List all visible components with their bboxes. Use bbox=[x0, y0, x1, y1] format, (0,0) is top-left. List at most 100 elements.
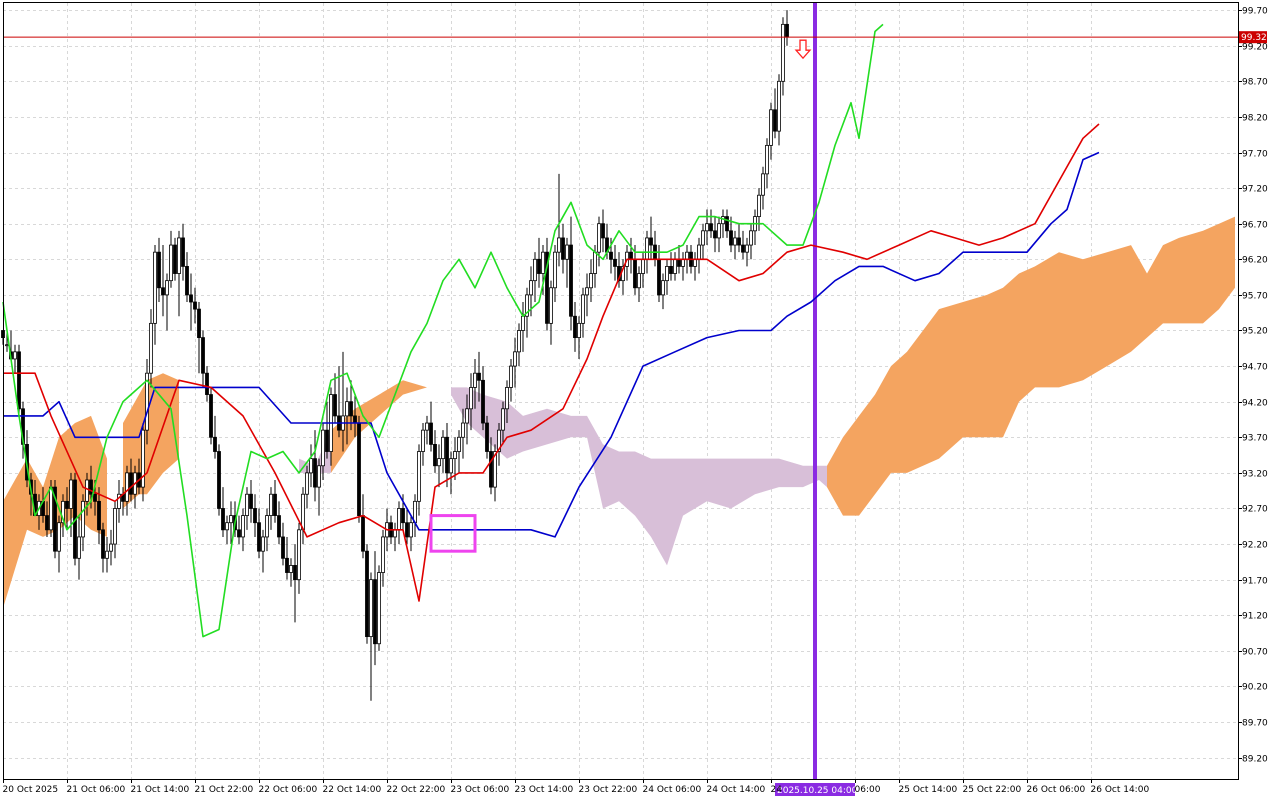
y-tick-label: 94.70 bbox=[1242, 363, 1268, 373]
vertical-marker-line[interactable] bbox=[813, 3, 817, 779]
candle-up bbox=[593, 251, 597, 274]
candle-up bbox=[449, 458, 453, 474]
candle-down bbox=[725, 216, 729, 232]
candle-down bbox=[401, 508, 405, 524]
candle-up bbox=[241, 515, 245, 538]
candle-up bbox=[145, 372, 149, 431]
candle-up bbox=[493, 451, 497, 488]
candle-down bbox=[613, 258, 617, 267]
candle-down bbox=[193, 301, 197, 310]
candle-down bbox=[213, 436, 217, 452]
candle-down bbox=[181, 237, 185, 267]
candle-up bbox=[301, 493, 305, 531]
candle-up bbox=[57, 522, 61, 552]
candle-up bbox=[377, 572, 381, 645]
vertical-line[interactable] bbox=[813, 3, 817, 779]
candle-down bbox=[333, 394, 337, 417]
candle-up bbox=[113, 508, 117, 545]
candle-down bbox=[65, 500, 69, 509]
grid bbox=[3, 3, 1238, 779]
x-tick-label: 21 Oct 22:00 bbox=[195, 785, 254, 795]
candle-up bbox=[5, 344, 9, 347]
candle-up bbox=[409, 522, 413, 538]
candle-down bbox=[273, 493, 277, 516]
candle-up bbox=[497, 429, 501, 452]
candle-down bbox=[221, 508, 225, 531]
overlays: 99.32 2025.10.25 04:00 bbox=[3, 31, 1267, 796]
candle-up bbox=[309, 458, 313, 474]
date-tag-label: 2025.10.25 04:00 bbox=[777, 786, 858, 796]
candle-up bbox=[517, 330, 521, 353]
candle-up bbox=[733, 237, 737, 246]
candle-down bbox=[489, 451, 493, 488]
candle-up bbox=[717, 223, 721, 239]
candle-up bbox=[305, 472, 309, 495]
candle-up bbox=[269, 493, 273, 516]
candle-up bbox=[13, 351, 17, 360]
candle-up bbox=[697, 244, 701, 260]
x-tick-label: 20 Oct 2025 bbox=[3, 785, 59, 795]
candle-up bbox=[317, 465, 321, 488]
candle-up bbox=[529, 280, 533, 296]
candle-up bbox=[289, 565, 293, 573]
indicator-lines bbox=[2, 23, 1100, 638]
y-tick-label: 99.20 bbox=[1242, 43, 1268, 53]
candle-up bbox=[369, 579, 373, 638]
candle-down bbox=[129, 472, 133, 495]
candle-down bbox=[45, 515, 49, 531]
price-tag-box bbox=[1239, 31, 1267, 44]
x-tick-label: 24 bbox=[771, 785, 783, 795]
candle-up bbox=[441, 436, 445, 460]
candle-up bbox=[397, 508, 401, 531]
candle-down bbox=[189, 294, 193, 303]
y-tick-label: 98.20 bbox=[1242, 114, 1268, 124]
candle-up bbox=[225, 522, 229, 531]
y-tick-label: 89.70 bbox=[1242, 719, 1268, 729]
candle-up bbox=[457, 436, 461, 452]
candle-up bbox=[761, 173, 765, 196]
y-tick-label: 90.70 bbox=[1242, 648, 1268, 658]
candle-down bbox=[737, 237, 741, 246]
candle-up bbox=[701, 230, 705, 246]
candle-down bbox=[373, 579, 377, 645]
candle-up bbox=[461, 422, 465, 438]
y-tick-label: 97.70 bbox=[1242, 150, 1268, 160]
y-tick-label: 93.70 bbox=[1242, 434, 1268, 444]
candle-down bbox=[485, 422, 489, 452]
candle-down bbox=[277, 515, 281, 538]
candle-down bbox=[561, 237, 565, 260]
candle-up bbox=[585, 287, 589, 296]
candle-up bbox=[141, 429, 145, 488]
candle-down bbox=[285, 557, 289, 573]
x-tick-label: 22 Oct 14:00 bbox=[323, 785, 382, 795]
y-tick-label: 99.70 bbox=[1242, 7, 1268, 17]
kijun-sen-line bbox=[3, 151, 1100, 538]
candle-up bbox=[505, 387, 509, 410]
ichimoku-cloud bbox=[3, 216, 1235, 609]
candle-up bbox=[417, 451, 421, 502]
tenkan-sen-line bbox=[3, 123, 1100, 602]
candle-up bbox=[109, 543, 113, 552]
plot-frame bbox=[3, 2, 1239, 780]
candle-up bbox=[297, 529, 301, 581]
candle-up bbox=[421, 429, 425, 452]
candle-up bbox=[781, 23, 785, 82]
candle-up bbox=[425, 422, 429, 431]
candle-down bbox=[201, 337, 205, 374]
candle-down bbox=[173, 244, 177, 274]
x-tick-label: 22 Oct 22:00 bbox=[387, 785, 446, 795]
candle-down bbox=[217, 451, 221, 509]
y-tick-label: 91.20 bbox=[1242, 612, 1268, 622]
y-tick-label: 94.20 bbox=[1242, 399, 1268, 409]
y-tick-label: 92.70 bbox=[1242, 505, 1268, 515]
candle-down bbox=[713, 230, 717, 239]
candle-down bbox=[205, 372, 209, 395]
candle-up bbox=[549, 287, 553, 324]
candle-down bbox=[573, 315, 577, 339]
candle-down bbox=[649, 237, 653, 246]
candle-up bbox=[265, 515, 269, 538]
candle-down bbox=[709, 223, 713, 232]
candle-up bbox=[541, 251, 545, 274]
